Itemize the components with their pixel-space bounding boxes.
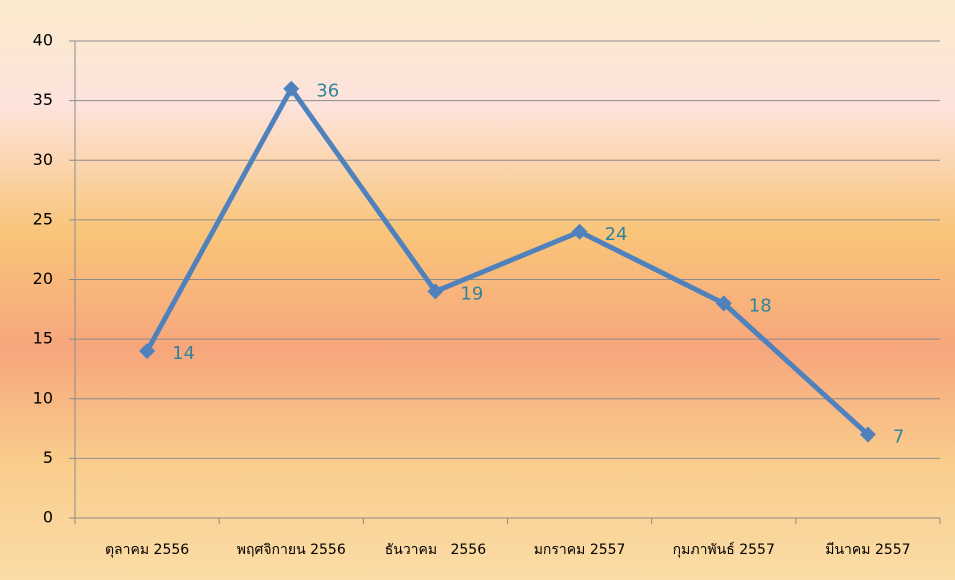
data-label: 14: [172, 343, 195, 364]
data-label: 18: [749, 295, 772, 316]
marker: [139, 343, 156, 360]
data-label: 24: [605, 224, 628, 245]
marker: [427, 283, 444, 300]
y-tick-label: 15: [33, 329, 53, 348]
y-tick-label: 10: [33, 388, 53, 407]
y-tick-label: 20: [33, 269, 53, 288]
y-tick-label: 0: [43, 508, 53, 527]
line: [144, 86, 870, 437]
marker: [859, 426, 876, 443]
y-tick-label: 5: [43, 448, 53, 467]
x-tick-label: กุมภาพันธ์ 2557: [673, 541, 775, 558]
data-label: 36: [316, 81, 339, 102]
y-tick-label: 35: [33, 90, 53, 109]
data-label: 7: [893, 427, 904, 448]
x-tick-label: มกราคม 2557: [534, 542, 626, 558]
data-label: 19: [460, 283, 483, 304]
y-tick-label: 30: [33, 150, 53, 169]
y-tick-label: 40: [33, 31, 53, 50]
x-tick-label: ธันวาคม 2556: [385, 542, 487, 558]
marker: [283, 80, 300, 97]
marker: [571, 223, 588, 240]
marker: [715, 295, 732, 312]
x-tick-label: พฤศจิกายน 2556: [237, 542, 346, 558]
x-tick-label: ตุลาคม 2556: [105, 542, 189, 558]
y-tick-label: 25: [33, 209, 53, 228]
x-tick-label: มีนาคม 2557: [825, 542, 910, 558]
